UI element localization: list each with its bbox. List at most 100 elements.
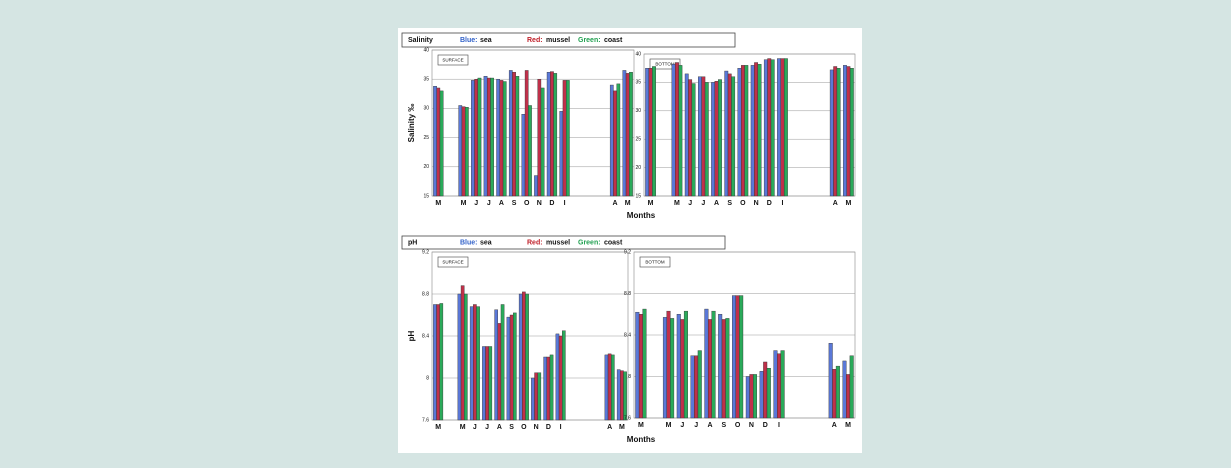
bar xyxy=(735,295,740,419)
x-tick-label: M xyxy=(435,424,441,431)
bar xyxy=(623,371,627,421)
bar xyxy=(436,304,440,421)
x-tick-label: M xyxy=(460,424,466,431)
bar xyxy=(508,70,513,197)
bar xyxy=(648,67,653,197)
x-tick-label: A xyxy=(497,424,502,431)
bar xyxy=(460,285,465,421)
bar xyxy=(832,369,837,419)
y-tick-label: 7.6 xyxy=(422,417,429,423)
bar xyxy=(486,77,491,197)
bar xyxy=(829,69,834,197)
bar xyxy=(750,65,755,197)
legend-box xyxy=(401,235,726,250)
bar xyxy=(763,361,768,419)
panel-label: BOTTOM xyxy=(645,260,664,265)
bar xyxy=(522,291,526,421)
legend-color-label: Green: xyxy=(578,37,601,44)
x-tick-label: N xyxy=(749,422,754,429)
x-tick-label: N xyxy=(754,200,759,207)
y-tick-label: 40 xyxy=(635,51,641,57)
bar xyxy=(763,59,768,197)
bar xyxy=(684,73,689,197)
bar xyxy=(543,356,547,421)
legend-color-label: Red: xyxy=(527,37,543,44)
legend-entry: sea xyxy=(480,37,492,44)
legend-title: Salinity xyxy=(408,37,433,44)
bar xyxy=(683,310,688,419)
y-tick-label: 8.8 xyxy=(624,291,631,297)
bar xyxy=(835,365,840,419)
x-tick-label: J xyxy=(694,422,698,429)
bar xyxy=(783,58,788,197)
bar xyxy=(537,78,542,197)
bar xyxy=(534,175,538,197)
bar xyxy=(718,314,723,419)
bar xyxy=(727,73,732,197)
bar xyxy=(436,87,441,197)
bar xyxy=(483,76,488,197)
bar xyxy=(642,308,647,419)
legend-entry: coast xyxy=(604,239,623,246)
bar xyxy=(524,70,529,197)
legend-box xyxy=(401,32,736,48)
bar xyxy=(652,66,656,197)
legend-entry: mussel xyxy=(546,239,570,246)
bar xyxy=(457,293,462,421)
bar xyxy=(550,71,554,197)
bar xyxy=(518,293,523,421)
bar xyxy=(477,77,482,197)
bar xyxy=(546,71,551,197)
y-tick-label: 15 xyxy=(635,193,641,199)
bar xyxy=(846,374,851,419)
bar xyxy=(607,353,612,421)
bar xyxy=(622,70,627,197)
bar xyxy=(471,80,475,197)
bar xyxy=(439,90,444,197)
bar xyxy=(485,346,489,421)
panel-label-box xyxy=(649,58,681,70)
bar xyxy=(474,78,479,197)
bar xyxy=(433,304,437,421)
x-axis-label: Months xyxy=(627,211,656,220)
bar xyxy=(737,67,742,197)
y-tick-label: 8 xyxy=(628,374,631,380)
x-tick-label: A xyxy=(833,200,838,207)
bar xyxy=(465,107,469,197)
bar xyxy=(724,70,729,197)
bar xyxy=(690,355,695,419)
bar xyxy=(562,80,567,197)
bar xyxy=(645,67,650,197)
x-tick-label: I xyxy=(781,200,783,207)
x-tick-label: J xyxy=(680,422,684,429)
x-tick-label: I xyxy=(564,200,566,207)
legend-entry: coast xyxy=(604,37,623,44)
x-tick-label: O xyxy=(521,424,527,431)
bar xyxy=(609,84,614,197)
bar xyxy=(780,58,785,197)
bar xyxy=(698,76,702,197)
bar xyxy=(718,79,722,197)
bar xyxy=(849,355,854,419)
x-tick-label: D xyxy=(546,424,551,431)
y-tick-label: 9.2 xyxy=(624,249,631,255)
bar xyxy=(749,374,754,419)
bar xyxy=(515,76,520,197)
bar xyxy=(849,67,854,197)
bar xyxy=(540,87,545,197)
bar xyxy=(675,62,679,197)
bar xyxy=(496,78,500,197)
legend-color-label: Blue: xyxy=(460,239,478,246)
legend-color-label: Blue: xyxy=(460,37,478,44)
y-axis-label: pH xyxy=(407,330,416,341)
bar xyxy=(680,319,685,419)
bar xyxy=(613,90,617,197)
x-tick-label: I xyxy=(560,424,562,431)
x-tick-label: A xyxy=(613,200,618,207)
bar xyxy=(777,353,782,419)
y-axis-label: Salinity ‰ xyxy=(407,104,416,143)
bar xyxy=(562,330,566,421)
bar xyxy=(433,86,437,197)
x-tick-label: S xyxy=(512,200,517,207)
x-tick-label: A xyxy=(714,200,719,207)
